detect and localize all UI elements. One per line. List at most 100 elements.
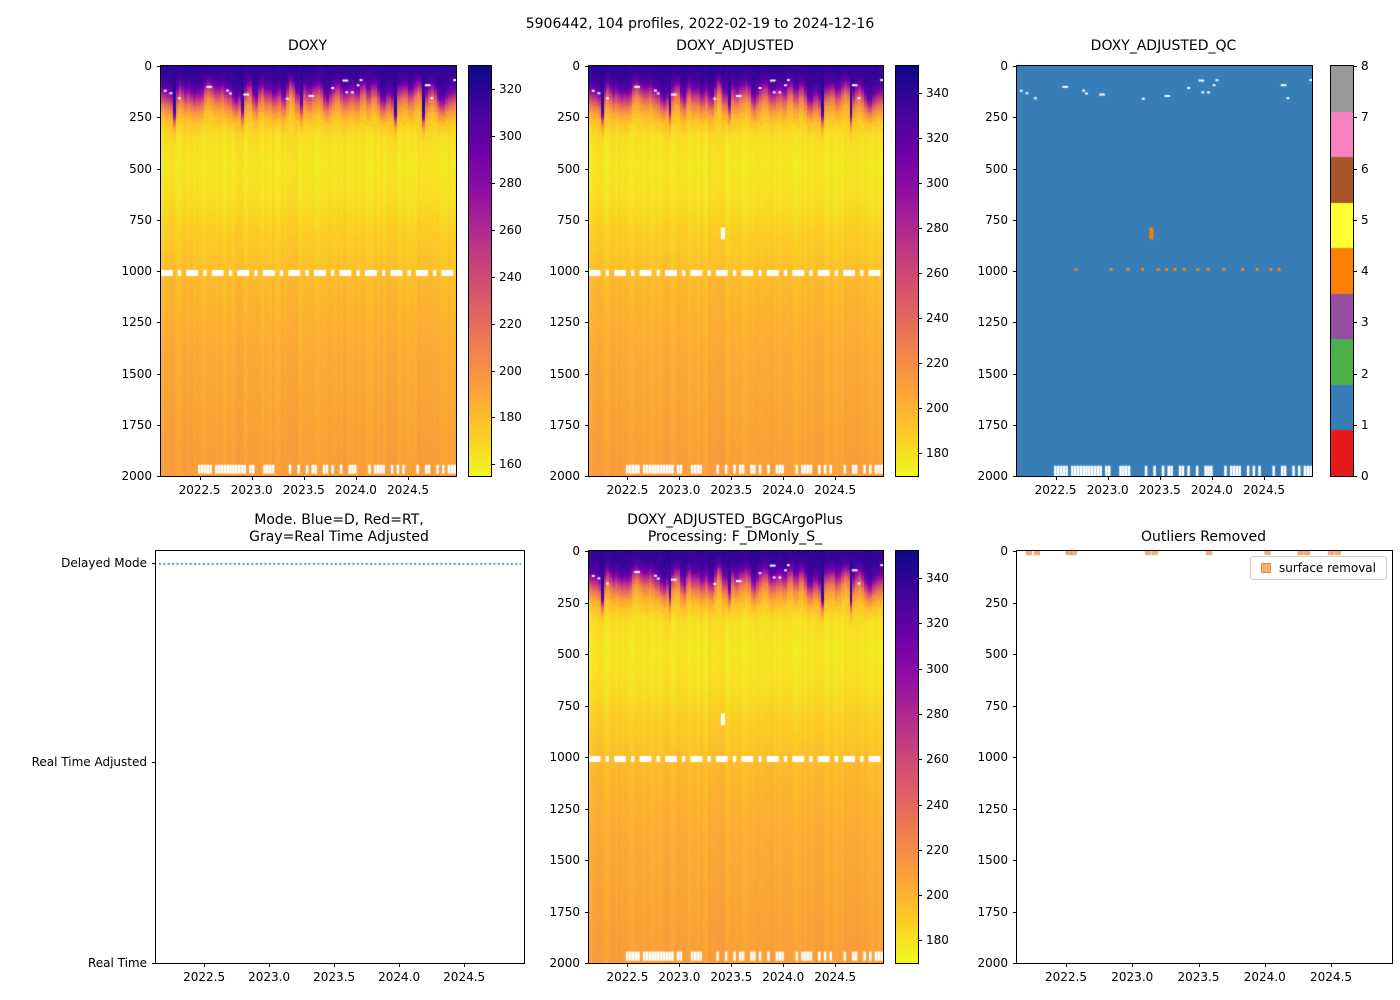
y-tick <box>585 117 589 119</box>
doxy-colorbar: 160 180 200 220 240 260 280 300 320 <box>468 65 522 477</box>
qc-heatmap-canvas <box>1017 66 1312 476</box>
y-tick-label: 1500 <box>121 366 152 381</box>
y-tick-label: 1500 <box>977 366 1008 381</box>
colorbar-tick-label: 2 <box>1361 366 1369 381</box>
colorbar-tick <box>918 578 922 580</box>
x-tick-label: 2024.5 <box>814 970 857 984</box>
y-tick-label: 1250 <box>549 801 580 816</box>
y-tick <box>157 271 161 272</box>
y-tick-label: 250 <box>129 110 152 125</box>
colorbar-tick-label: 0 <box>1361 469 1369 483</box>
y-tick <box>585 911 589 913</box>
y-tick-label: 750 <box>985 698 1008 713</box>
x-tick <box>1107 476 1109 480</box>
x-tick-label: 2024.5 <box>443 970 486 984</box>
y-tick-label: 500 <box>985 161 1008 176</box>
y-tick-label: 250 <box>985 595 1008 610</box>
y-tick-label: 1000 <box>977 264 1008 278</box>
colorbar-tick <box>918 138 922 140</box>
colorbar-tick-label: 200 <box>926 888 949 903</box>
y-tick <box>152 563 156 565</box>
x-tick-label: 2023.0 <box>1111 970 1154 984</box>
colorbar-tick <box>918 93 922 95</box>
mode-plot: 2022.5 2023.0 2023.5 2024.0 2024.5 Delayed Mo… <box>32 550 525 984</box>
colorbar-tick <box>918 849 922 851</box>
colorbar-tick-label: 3 <box>1361 315 1369 330</box>
y-tick-label: 250 <box>557 110 580 125</box>
colorbar-tick <box>491 89 495 91</box>
colorbar-tick <box>1353 219 1357 221</box>
doxy-adjusted-colorbar: 180 200 220 240 260 280 300 320 340 <box>895 65 949 477</box>
y-tick-label: 1000 <box>977 750 1008 764</box>
y-tick-label: 1000 <box>121 264 152 278</box>
colorbar-tick-label: 300 <box>926 661 949 676</box>
colorbar-tick-label: 300 <box>926 176 949 191</box>
x-tick <box>1132 963 1134 967</box>
x-tick <box>835 476 837 480</box>
x-tick <box>355 476 357 480</box>
y-tick <box>1013 424 1017 426</box>
x-tick <box>1159 476 1161 480</box>
colorbar-tick-label: 8 <box>1361 59 1369 73</box>
x-tick <box>783 963 785 967</box>
y-tick <box>585 757 589 758</box>
y-tick <box>157 117 161 119</box>
y-tick <box>585 271 589 272</box>
mode-title: Mode. Blue=D, Red=RT, Gray=Real Time Adj… <box>249 512 429 545</box>
x-tick-label: 2022.5 <box>606 483 649 497</box>
y-tick <box>1013 271 1017 272</box>
qc-colorbar-canvas <box>1331 66 1353 476</box>
y-tick <box>157 373 161 375</box>
colorbar-tick <box>1353 322 1357 324</box>
colorbar-tick <box>918 759 922 761</box>
y-tick-label: Delayed Mode <box>61 556 147 571</box>
x-tick-label: 2022.5 <box>606 970 649 984</box>
x-tick <box>199 476 201 480</box>
y-tick-label: 1750 <box>977 904 1008 919</box>
doxy-plot: 2022.5 2023.0 2023.5 2024.0 2024.5 0 250 500 750… <box>121 59 457 497</box>
y-tick-label: 750 <box>985 212 1008 227</box>
bgc-colorbar-canvas <box>896 551 918 963</box>
outliers-removed-plot: surface removal 2022.5 2023.0 2023.5 2024.0… <box>977 544 1393 984</box>
colorbar-tick-label: 280 <box>926 221 949 236</box>
x-tick <box>1211 476 1213 480</box>
colorbar-tick-label: 260 <box>499 223 522 237</box>
colorbar-tick <box>918 623 922 625</box>
y-tick <box>152 963 156 964</box>
doxy-adjusted-colorbar-canvas <box>896 66 918 476</box>
colorbar-tick <box>491 183 495 185</box>
y-tick <box>157 322 161 324</box>
y-tick-label: 1750 <box>549 417 580 432</box>
colorbar-tick <box>491 230 495 231</box>
colorbar-tick <box>918 453 922 455</box>
y-tick <box>585 168 589 170</box>
y-tick <box>157 66 161 67</box>
x-tick-label: 2023.5 <box>1138 483 1181 497</box>
x-tick-label: 2023.0 <box>230 483 273 497</box>
colorbar-tick-label: 1 <box>1361 417 1369 432</box>
colorbar-tick-label: 300 <box>499 129 522 144</box>
colorbar-tick <box>918 713 922 715</box>
y-tick <box>1013 602 1017 604</box>
x-tick-label: 2022.5 <box>178 483 221 497</box>
x-tick-label: 2024.0 <box>1190 483 1233 497</box>
y-tick <box>1013 66 1017 67</box>
colorbar-tick <box>918 363 922 365</box>
colorbar-tick <box>491 136 495 138</box>
y-tick-label: 750 <box>557 212 580 227</box>
x-tick <box>679 963 681 967</box>
y-tick-label: 1500 <box>549 366 580 381</box>
y-tick-label: 1750 <box>549 904 580 919</box>
x-tick <box>731 476 733 480</box>
y-tick <box>157 424 161 426</box>
y-tick-label: 1750 <box>977 417 1008 432</box>
colorbar-tick-label: 220 <box>499 316 522 331</box>
doxy-adjusted-qc-plot: 2022.5 2023.0 2023.5 2024.0 2024.5 0 250 500 750… <box>977 59 1313 497</box>
x-tick-label: 2023.0 <box>658 483 701 497</box>
colorbar-tick <box>1353 271 1357 272</box>
y-tick-label: 500 <box>985 647 1008 661</box>
x-tick-label: 2024.0 <box>762 483 805 497</box>
y-tick-label: 750 <box>557 698 580 713</box>
y-tick-label: 0 <box>572 59 580 73</box>
x-tick-label: 2023.0 <box>658 970 701 984</box>
